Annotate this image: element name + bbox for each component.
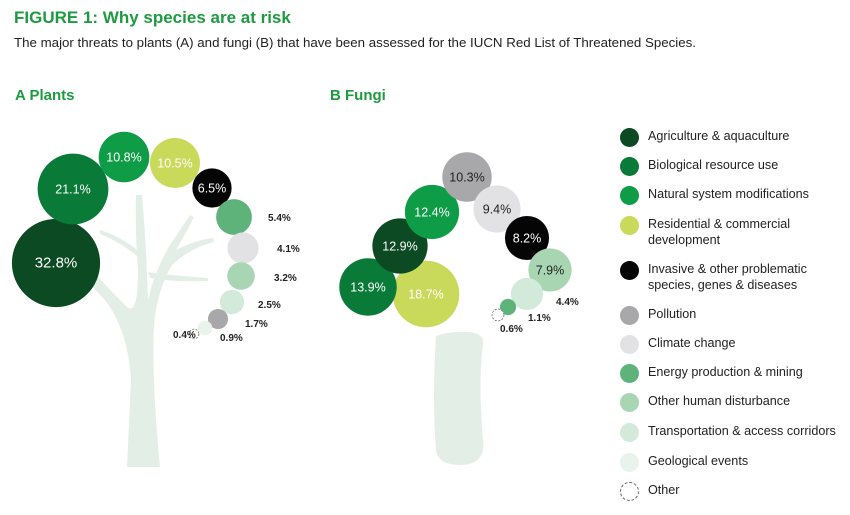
fungi-bubble bbox=[473, 185, 521, 233]
fungi-bubble bbox=[442, 152, 492, 202]
figure-subtitle: The major threats to plants (A) and fung… bbox=[14, 35, 696, 50]
legend-label: Energy production & mining bbox=[648, 365, 803, 379]
plants-bubble bbox=[197, 320, 213, 336]
plants-bubble-label: 10.5% bbox=[157, 157, 192, 171]
legend-item: Other bbox=[620, 482, 848, 501]
legend-label: Invasive & other problematic species, ge… bbox=[648, 262, 807, 292]
plants-bubble bbox=[227, 232, 259, 264]
legend-swatch bbox=[620, 364, 639, 383]
plants-bubble-label: 2.5% bbox=[258, 300, 281, 311]
fungi-bubble bbox=[510, 277, 544, 311]
legend-item: Biological resource use bbox=[620, 157, 848, 176]
panel-title-plants: A Plants bbox=[15, 87, 75, 104]
legend-swatch bbox=[620, 393, 639, 412]
legend-item: Pollution bbox=[620, 306, 848, 325]
legend-item: Invasive & other problematic species, ge… bbox=[620, 261, 848, 293]
fungi-bubble-label: 7.9% bbox=[536, 264, 565, 278]
plants-bubble bbox=[192, 168, 232, 208]
legend-item: Geological events bbox=[620, 453, 848, 472]
plants-bubble-label: 5.4% bbox=[268, 213, 291, 224]
legend-label: Natural system modifications bbox=[648, 187, 809, 201]
legend-label: Transportation & access corridors bbox=[648, 424, 836, 438]
legend-label: Biological resource use bbox=[648, 158, 779, 172]
fungi-bubble-label: 10.3% bbox=[449, 171, 484, 185]
fungi-bubble-label: 12.4% bbox=[414, 206, 449, 220]
legend-label: Geological events bbox=[648, 454, 749, 468]
legend-swatch bbox=[620, 423, 639, 442]
plants-bubble bbox=[227, 262, 255, 290]
fungi-bubble bbox=[504, 215, 550, 261]
fungi-bubble-label: 12.9% bbox=[382, 240, 417, 254]
legend-item: Climate change bbox=[620, 335, 848, 354]
fungi-bubble-label: 8.2% bbox=[513, 232, 542, 246]
plants-bubble-label: 21.1% bbox=[55, 183, 90, 197]
fungi-bubble-label: 18.7% bbox=[408, 288, 443, 302]
fungi-bubble-label: 13.9% bbox=[350, 281, 385, 295]
plants-bubble-label: 6.5% bbox=[198, 182, 227, 196]
figure-title: FIGURE 1: Why species are at risk bbox=[14, 8, 291, 27]
legend-item: Transportation & access corridors bbox=[620, 423, 848, 442]
fungi-bubble bbox=[372, 218, 428, 274]
plants-bubble-label: 0.4% bbox=[173, 330, 196, 341]
legend-swatch bbox=[620, 482, 639, 501]
legend-swatch bbox=[620, 453, 639, 472]
fungi-bubble-label: 1.1% bbox=[528, 313, 551, 324]
fungi-bubble bbox=[499, 298, 517, 316]
legend-label: Agriculture & aquaculture bbox=[648, 129, 790, 143]
fungi-bubble-label: 0.6% bbox=[500, 324, 523, 335]
fungi-bubble-label: 4.4% bbox=[556, 297, 579, 308]
plants-bubble bbox=[188, 328, 200, 340]
fungi-bubble bbox=[339, 258, 397, 316]
plant-tree-illustration bbox=[80, 195, 214, 467]
plants-bubble bbox=[98, 131, 150, 183]
legend-label: Pollution bbox=[648, 307, 697, 321]
legend-swatch bbox=[620, 306, 639, 325]
fungi-bubble bbox=[491, 308, 505, 322]
legend-swatch bbox=[620, 186, 639, 205]
plants-bubble-label: 3.2% bbox=[274, 273, 297, 284]
legend-item: Residential & commercial development bbox=[620, 216, 848, 248]
plants-bubble-label: 32.8% bbox=[35, 255, 78, 272]
legend-label: Other bbox=[648, 483, 680, 497]
fungi-bubble bbox=[392, 260, 460, 328]
plants-bubble bbox=[150, 138, 200, 188]
plants-bubble bbox=[216, 199, 252, 235]
legend-swatch bbox=[620, 216, 639, 235]
fungi-bubble-label: 9.4% bbox=[483, 203, 512, 217]
plants-bubble-label: 0.9% bbox=[220, 333, 243, 344]
legend-swatch bbox=[620, 157, 639, 176]
plants-bubble bbox=[37, 153, 109, 225]
plants-bubble bbox=[219, 289, 245, 315]
plants-bubble-label: 10.8% bbox=[106, 151, 141, 165]
legend-item: Natural system modifications bbox=[620, 186, 848, 205]
plants-bubble bbox=[11, 218, 101, 308]
legend-label: Climate change bbox=[648, 336, 736, 350]
fungi-bubble bbox=[528, 248, 572, 292]
fungi-bubble bbox=[404, 184, 460, 240]
legend-swatch bbox=[620, 261, 639, 280]
panel-title-fungi: B Fungi bbox=[330, 87, 386, 104]
legend-label: Residential & commercial development bbox=[648, 217, 791, 247]
plants-bubble-label: 1.7% bbox=[245, 319, 268, 330]
fungi-stem-illustration bbox=[434, 331, 484, 465]
legend-item: Energy production & mining bbox=[620, 364, 848, 383]
legend-item: Other human disturbance bbox=[620, 393, 848, 412]
legend-swatch bbox=[620, 335, 639, 354]
plants-bubble-label: 4.1% bbox=[277, 244, 300, 255]
legend-swatch bbox=[620, 128, 639, 147]
legend-item: Agriculture & aquaculture bbox=[620, 128, 848, 147]
legend-label: Other human disturbance bbox=[648, 394, 791, 408]
plants-bubble bbox=[207, 308, 229, 330]
